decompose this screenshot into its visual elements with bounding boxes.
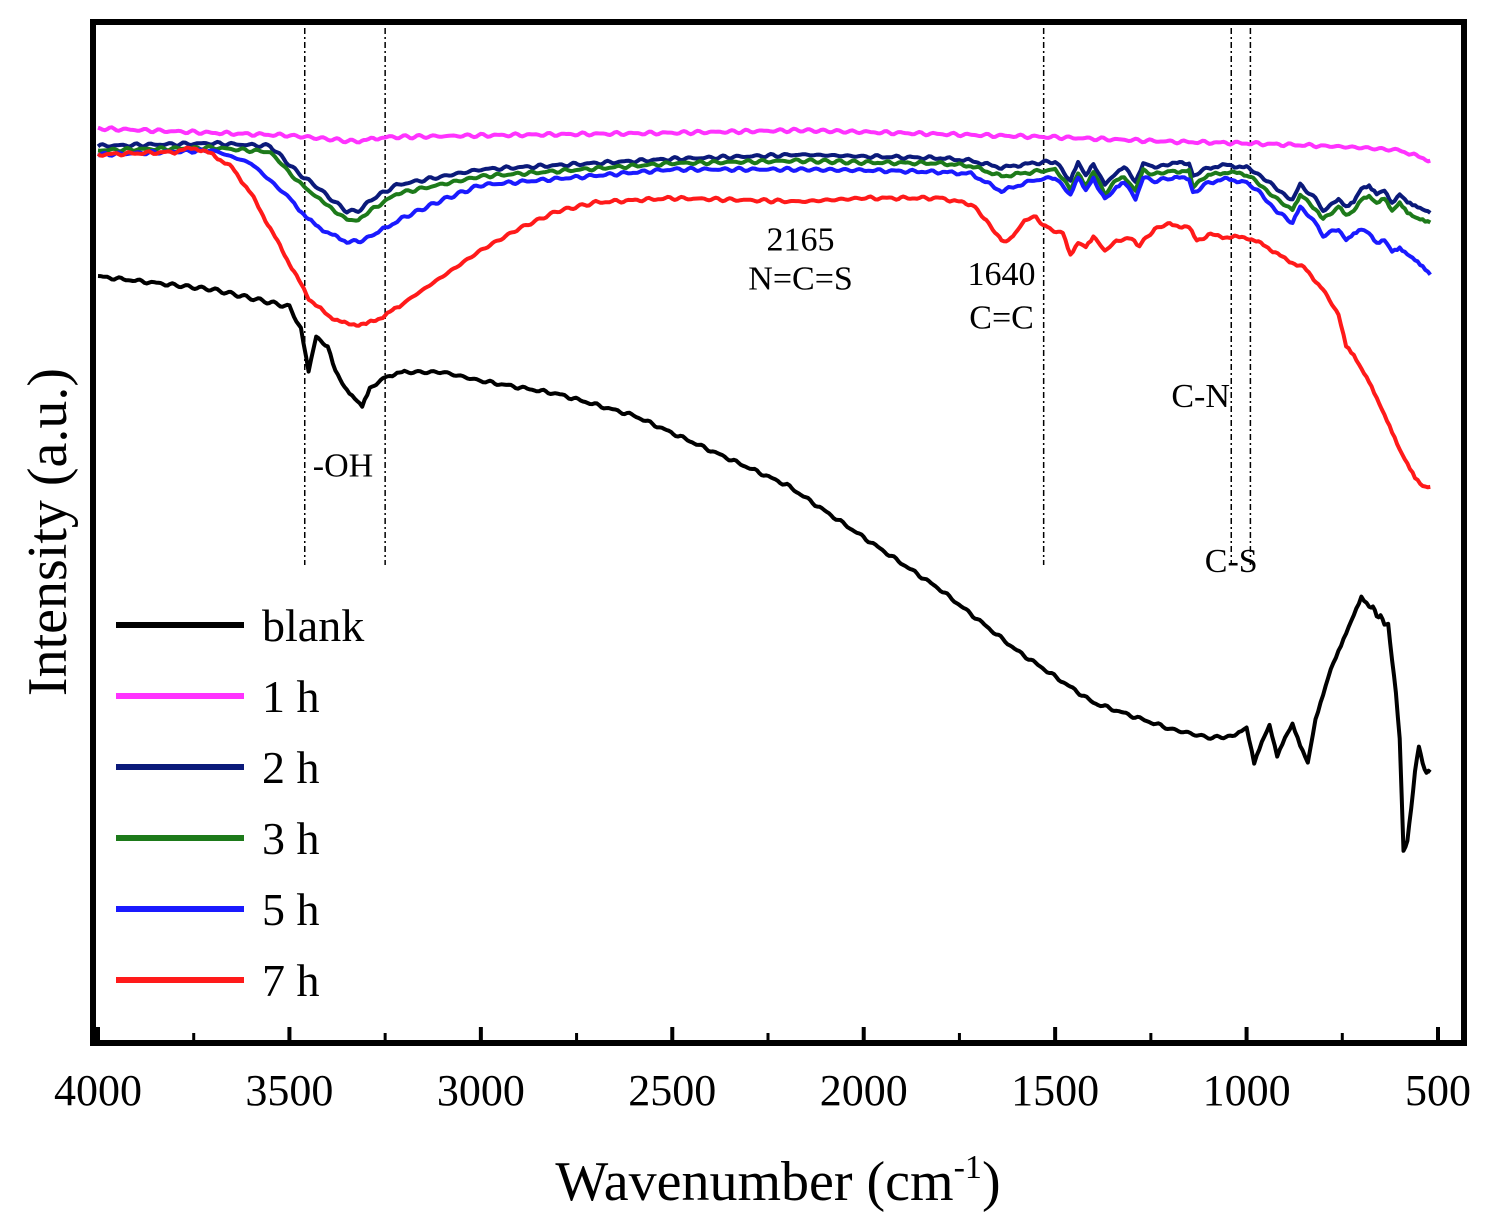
legend-label-2h: 2 h [262,742,320,793]
legend-label-5h: 5 h [262,884,320,935]
series-line-2h [96,139,1432,215]
x-tick-label-2000: 2000 [820,1066,908,1115]
x-tick-label-2500: 2500 [628,1066,716,1115]
x-axis-title-sup: -1 [954,1149,982,1186]
series-line-3h [97,144,1432,225]
annotation-1: 2165 [767,221,835,258]
annotation-3: 1640 [968,256,1036,293]
series-line-blank [97,274,1432,853]
x-tick-label-1500: 1500 [1011,1066,1099,1115]
annotation-5: C-N [1171,378,1230,415]
x-tick-label-500: 500 [1405,1066,1471,1115]
annotation-2: N=C=S [748,260,853,297]
x-tick-label-3000: 3000 [437,1066,525,1115]
annotation-0: -OH [313,448,373,485]
x-axis-title: Wavenumber (cm-1) [555,1149,1000,1213]
annotation-6: C-S [1205,543,1258,580]
legend: blank 1 h 2 h 3 h 5 h 7 h [116,600,364,1006]
x-axis-title-end: ) [982,1151,1001,1213]
series-lines [96,125,1432,853]
legend-label-blank: blank [262,600,364,651]
x-tick-label-4000: 4000 [54,1066,142,1115]
annotation-4: C=C [969,300,1034,337]
plot-frame [90,19,1467,1046]
reference-lines [303,28,1252,565]
legend-label-7h: 7 h [262,955,320,1006]
x-ticks: 4000 3500 3000 2500 2000 1500 1000 500 [54,1027,1471,1115]
series-line-1h [97,125,1431,164]
series-line-5h [97,147,1432,276]
x-tick-label-3500: 3500 [245,1066,333,1115]
y-axis-title: Intensity (a.u.) [17,368,79,696]
series-line-7h [96,145,1431,490]
legend-label-3h: 3 h [262,813,320,864]
legend-label-1h: 1 h [262,671,320,722]
x-tick-label-1000: 1000 [1203,1066,1291,1115]
